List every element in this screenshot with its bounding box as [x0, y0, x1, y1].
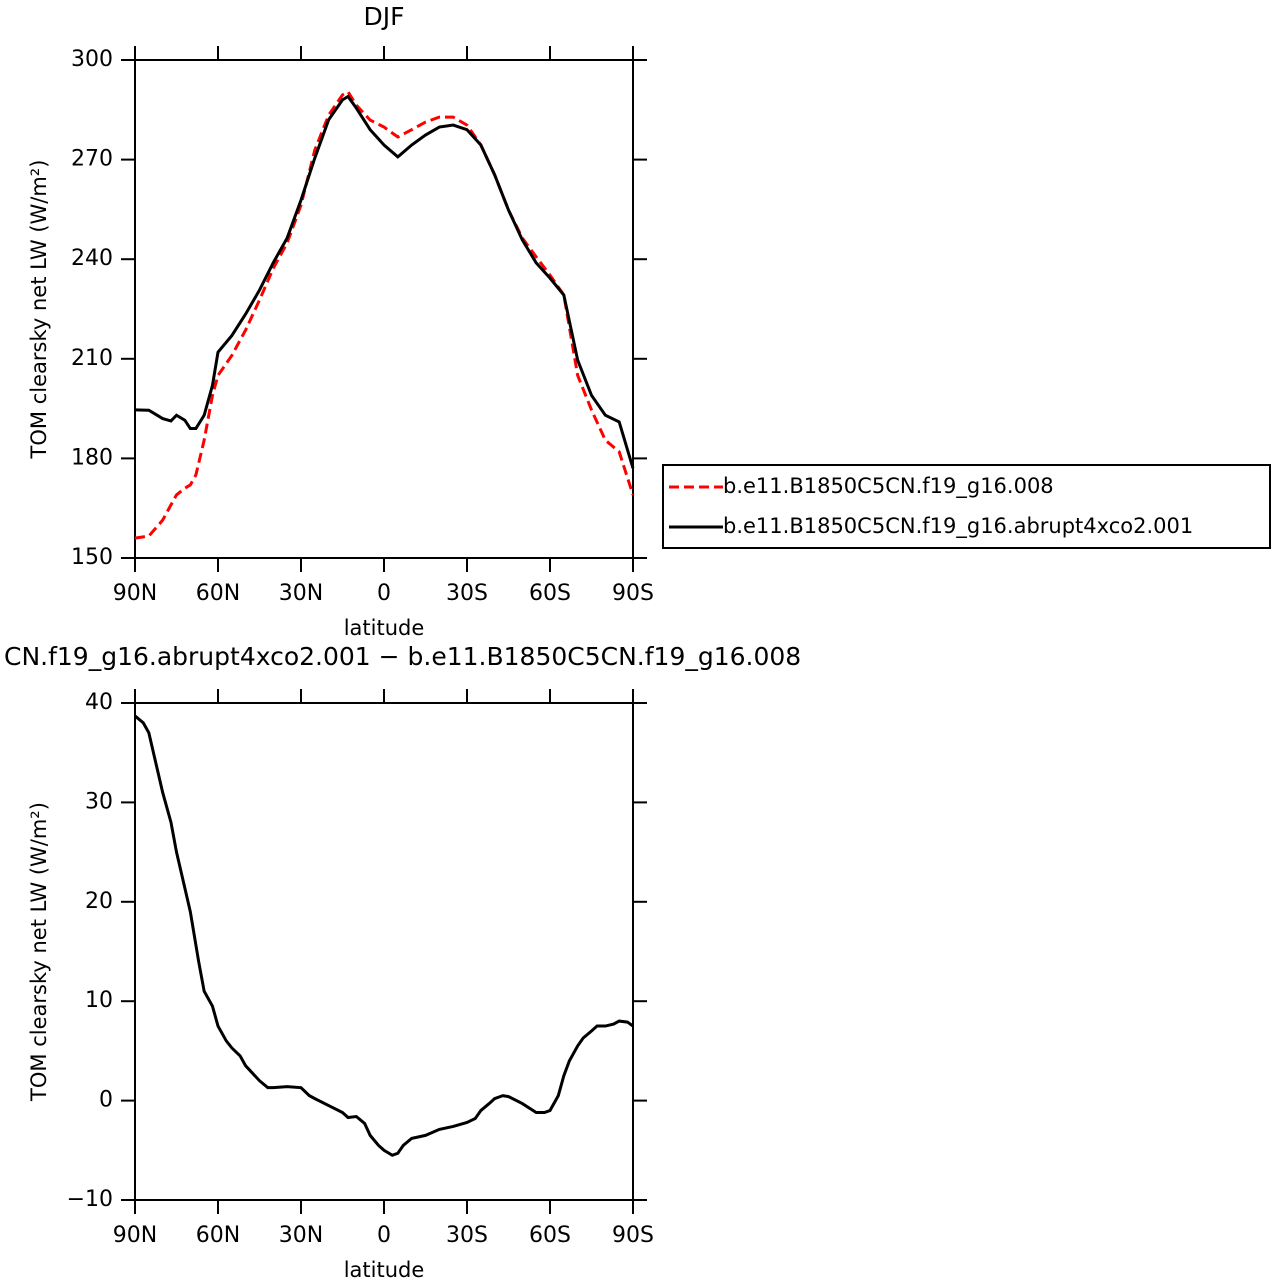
x-tick-label: 60S	[529, 1223, 571, 1248]
x-tick-label: 30N	[279, 1223, 323, 1248]
legend-label: b.e11.B1850C5CN.f19_g16.008	[723, 474, 1054, 499]
y-tick-label: 40	[85, 690, 113, 715]
x-tick-label: 30N	[279, 581, 323, 606]
y-tick-label: 20	[85, 889, 113, 914]
legend-box	[662, 464, 1271, 549]
y-tick-label: 270	[71, 147, 113, 172]
series-line	[134, 714, 634, 1157]
y-tick-label: 0	[99, 1088, 113, 1113]
x-tick-label: 90S	[612, 581, 654, 606]
x-tick-label: 60S	[529, 581, 571, 606]
x-tick-label: 90N	[113, 581, 157, 606]
series-line	[134, 89, 635, 540]
y-tick-label: 10	[85, 988, 113, 1013]
y-tick-label: 210	[71, 346, 113, 371]
x-tick-label: 0	[377, 581, 391, 606]
x-tick-label: 30S	[446, 1223, 488, 1248]
legend-label: b.e11.B1850C5CN.f19_g16.abrupt4xco2.001	[723, 514, 1193, 539]
y-tick-label: 30	[85, 789, 113, 814]
x-tick-label: 90N	[113, 1223, 157, 1248]
x-axis-label: latitude	[344, 1258, 425, 1282]
y-tick-label: 150	[71, 545, 113, 570]
chart-title: CN.f19_g16.abrupt4xco2.001 − b.e11.B1850…	[4, 642, 801, 671]
x-tick-label: 90S	[612, 1223, 654, 1248]
x-tick-label: 30S	[446, 581, 488, 606]
y-axis-label: TOM clearsky net LW (W/m²)	[27, 160, 51, 460]
x-tick-label: 0	[377, 1223, 391, 1248]
y-tick-label: 180	[71, 445, 113, 470]
y-tick-label: 300	[71, 47, 113, 72]
plot-frame	[134, 59, 634, 559]
chart-title: DJF	[363, 2, 404, 31]
y-tick-label: −10	[67, 1187, 113, 1212]
series-line	[134, 94, 635, 469]
plot-frame	[134, 702, 634, 1201]
x-tick-label: 60N	[196, 581, 240, 606]
y-axis-label: TOM clearsky net LW (W/m²)	[27, 802, 51, 1102]
x-tick-label: 60N	[196, 1223, 240, 1248]
x-axis-label: latitude	[344, 616, 425, 640]
y-tick-label: 240	[71, 246, 113, 271]
